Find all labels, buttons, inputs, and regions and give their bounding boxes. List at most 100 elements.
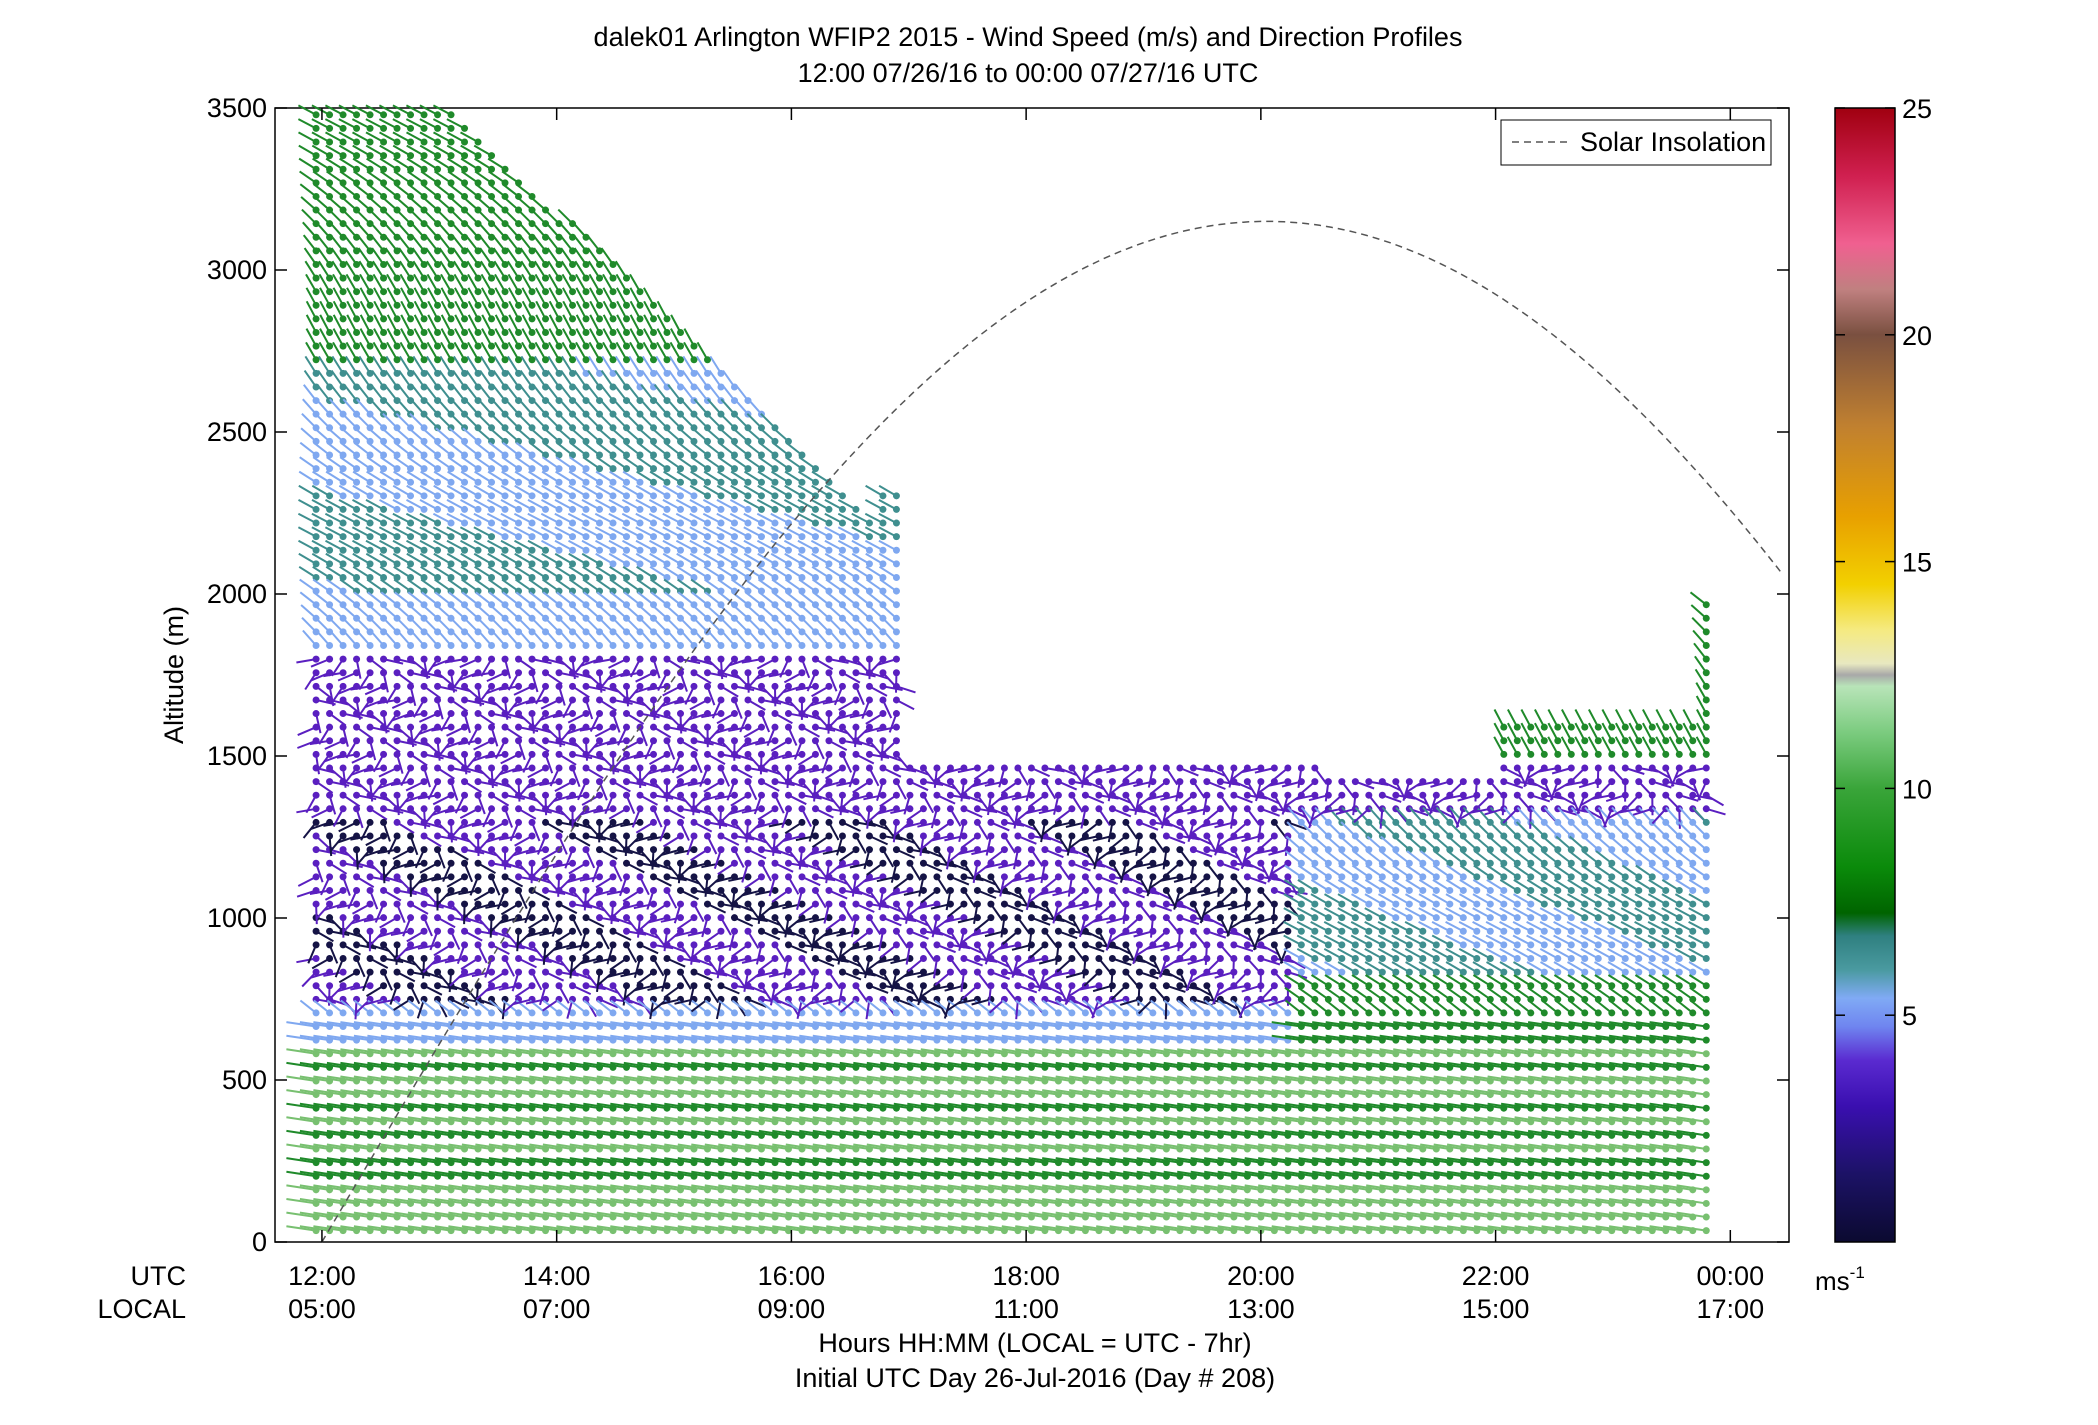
wind-barb-dot [407, 165, 415, 173]
wind-barb-dot [596, 750, 604, 758]
wind-barb-dot [434, 111, 442, 119]
wind-barb [340, 1075, 371, 1082]
wind-barb-dot [393, 165, 401, 173]
wind-barb-dot [380, 315, 388, 323]
wind-barb-dot [650, 546, 657, 554]
wind-barb-dot [623, 778, 631, 786]
wind-barb-dot [623, 982, 631, 990]
wind-barb [407, 1157, 438, 1164]
wind-barb [353, 1089, 384, 1096]
wind-barb-dot [501, 655, 509, 663]
wind-barb [353, 1116, 384, 1123]
wind-barb-dot [663, 818, 671, 826]
wind-barb-dot [596, 478, 604, 486]
wind-barb-dot [447, 505, 455, 513]
wind-barb-dot [542, 818, 550, 826]
wind-barb-dot [690, 478, 698, 486]
wind-barb-dot [515, 859, 523, 867]
wind-barb-dot [663, 505, 671, 513]
wind-barb-dot [474, 955, 482, 962]
wind-barb-dot [528, 533, 536, 541]
wind-barb [286, 1021, 317, 1028]
wind-barb-dot [609, 533, 617, 541]
wind-barb-dot [623, 642, 631, 650]
wind-barb-dot [596, 737, 604, 745]
wind-barb-dot [623, 288, 631, 296]
wind-barb-dot [488, 873, 496, 881]
wind-barb-dot [488, 846, 496, 854]
wind-barb-dot [623, 927, 631, 935]
wind-barb-dot [420, 805, 428, 813]
wind-barb-dot [380, 669, 388, 677]
wind-barb-dot [730, 927, 738, 935]
wind-barb-dot [569, 723, 577, 731]
wind-barb-dot [717, 778, 725, 786]
wind-barb-dot [461, 791, 469, 799]
wind-barb-dot [393, 682, 401, 690]
wind-barb-dot [326, 274, 334, 282]
wind-barb [313, 1075, 344, 1082]
wind-barb-dot [528, 805, 536, 813]
wind-barb-dot [420, 832, 428, 840]
wind-barb-dot [542, 873, 550, 881]
wind-barb-dot [636, 655, 644, 663]
wind-barb [367, 1102, 398, 1110]
wind-barb [367, 1211, 398, 1219]
wind-barb-dot [596, 342, 604, 350]
wind-barb [353, 1143, 384, 1151]
wind-barb-dot [326, 519, 334, 527]
wind-barb-dot [326, 655, 334, 663]
wind-barb-dot [380, 465, 388, 473]
wind-barb-dot [366, 832, 374, 840]
wind-barb-dot [582, 533, 590, 541]
wind-barb-dot [703, 505, 711, 513]
wind-barb-dot [380, 519, 388, 527]
wind-barb-dot [420, 696, 428, 704]
wind-barb-dot [515, 886, 523, 894]
wind-barb-dot [366, 424, 374, 432]
wind-barb-dot [636, 737, 644, 745]
wind-barb-dot [542, 710, 550, 718]
wind-barb-dot [582, 982, 590, 990]
wind-barb-dot [744, 505, 752, 513]
wind-barb-dot [623, 805, 631, 813]
wind-barb-dot [407, 492, 415, 500]
wind-barb-dot [542, 750, 550, 758]
wind-barb-dot [326, 152, 334, 160]
wind-barb-dot [407, 968, 415, 976]
wind-barb-dot [420, 301, 428, 309]
wind-barb-dot [569, 914, 577, 922]
wind-barb-dot [420, 465, 428, 473]
wind-barb [367, 1225, 398, 1232]
wind-barb [313, 1021, 344, 1028]
wind-barb-dot [312, 628, 320, 636]
wind-barb-dot [407, 192, 415, 200]
wind-barb-dot [339, 737, 347, 745]
wind-barb-dot [366, 315, 374, 323]
wind-barb-dot [380, 329, 388, 337]
wind-barb-dot [703, 873, 711, 881]
wind-barb-dot [515, 696, 523, 704]
wind-barb-dot [393, 301, 401, 309]
wind-barb-dot [461, 859, 469, 867]
wind-barb-dot [326, 138, 334, 146]
wind-barb-dot [569, 274, 577, 282]
wind-barb-dot [636, 546, 644, 554]
wind-barb-dot [420, 274, 428, 282]
wind-barb-dot [703, 982, 711, 990]
wind-barb-dot [312, 982, 320, 990]
wind-barb-dot [474, 859, 482, 867]
wind-barb-dot [730, 669, 738, 677]
wind-barb-dot [312, 138, 320, 146]
wind-barb-dot [326, 737, 334, 745]
wind-barb [394, 1089, 425, 1096]
wind-barb [340, 1021, 371, 1028]
wind-barb-dot [339, 124, 347, 132]
wind-barb-dot [501, 805, 509, 813]
wind-barb-dot [744, 968, 752, 976]
wind-barb [299, 1184, 330, 1191]
wind-barb-dot [730, 682, 738, 690]
wind-barb-dot [555, 750, 563, 758]
wind-barb-dot [501, 873, 509, 881]
wind-barb [380, 1211, 411, 1219]
